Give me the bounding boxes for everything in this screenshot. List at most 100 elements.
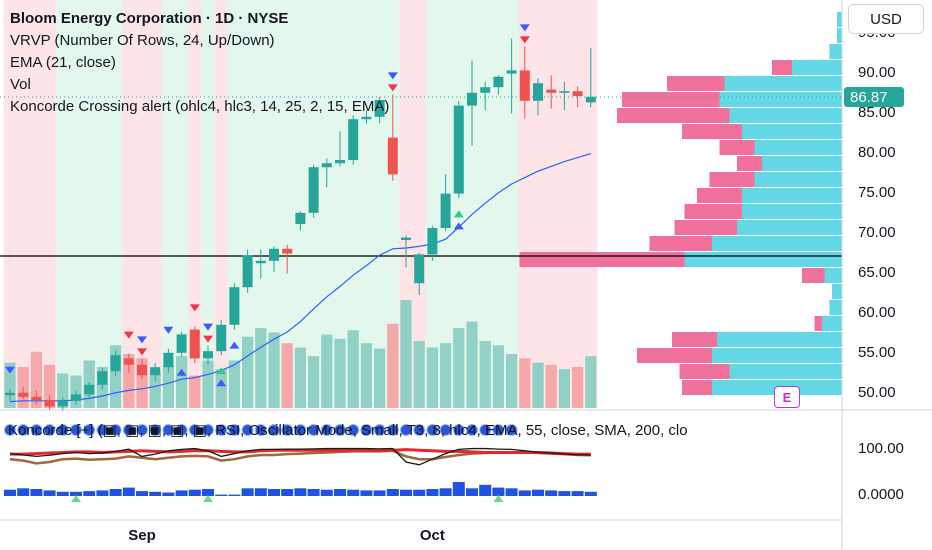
signal-down-blue-marker <box>163 326 174 334</box>
volume-profile-down-bar <box>667 76 725 91</box>
oscillator-dot <box>426 424 439 436</box>
oscillator-dot <box>43 424 56 436</box>
volume-bar <box>453 328 465 408</box>
indicator-koncorde-alert[interactable]: Koncorde Crossing alert (ohlc4, hlc3, 14… <box>10 98 390 115</box>
oscillator-dot <box>241 424 254 436</box>
volume-profile-down-bar <box>622 92 720 107</box>
candle-body <box>414 254 425 284</box>
oscillator-histogram-bar <box>136 491 148 496</box>
oscillator-dot <box>162 424 175 436</box>
oscillator-dot <box>439 424 452 436</box>
volume-profile-up-bar <box>824 268 842 283</box>
candle-body <box>480 87 491 93</box>
volume-bar <box>202 360 214 408</box>
candle-body <box>176 334 187 353</box>
oscillator-dot <box>268 424 280 436</box>
oscillator-dot <box>202 424 214 436</box>
candle-body <box>440 193 451 228</box>
volume-bar <box>374 348 386 408</box>
oscillator-histogram-bar <box>386 489 399 496</box>
oscillator-dot <box>175 424 188 436</box>
candle-body <box>97 371 108 385</box>
oscillator-histogram-bar <box>347 489 360 496</box>
candle-body <box>18 392 29 397</box>
candle-body <box>374 100 385 117</box>
volume-profile-up-bar <box>729 364 842 379</box>
oscillator-histogram-bar <box>584 491 597 496</box>
oscillator-histogram-bar <box>373 490 386 496</box>
volume-profile-down-bar <box>617 108 730 123</box>
oscillator-dot <box>122 424 135 436</box>
oscillator-dot <box>466 424 478 436</box>
volume-profile-down-bar <box>709 172 755 187</box>
volume-profile-up-bar <box>712 348 842 363</box>
oscillator-dot <box>215 424 228 436</box>
volume-bar <box>347 330 359 408</box>
signal-down-blue-marker <box>203 323 213 331</box>
oscillator-histogram-bar <box>426 489 439 496</box>
candle-body <box>321 163 332 168</box>
oscillator-histogram-bar <box>175 490 188 496</box>
oscillator-histogram-bar <box>492 487 505 496</box>
volume-profile-up-bar <box>792 60 842 75</box>
volume-profile-down-bar <box>672 332 717 347</box>
candle-body <box>255 260 266 264</box>
oscillator-up-marker <box>71 495 81 502</box>
oscillator-dot <box>400 424 412 436</box>
oscillator-histogram-bar <box>360 490 373 496</box>
oscillator-dot <box>452 424 465 436</box>
indicator-ema[interactable]: EMA (21, close) <box>10 54 116 71</box>
signal-up-blue-marker <box>216 379 227 387</box>
candle-body <box>533 83 543 101</box>
candle-body <box>71 394 81 401</box>
signal-up-green-marker <box>453 210 464 218</box>
oscillator-histogram-bar <box>571 491 584 496</box>
oscillator-black-line <box>9 447 591 466</box>
currency-button[interactable]: USD <box>848 4 924 34</box>
candle-body <box>493 76 504 88</box>
volume-profile-up-bar <box>717 332 842 347</box>
volume-bar <box>440 343 452 408</box>
volume-bar <box>466 321 478 408</box>
volume-profile-down-bar <box>649 236 712 251</box>
oscillator-histogram-bar <box>30 489 43 496</box>
symbol-title[interactable]: Bloom Energy Corporation · 1D · NYSE <box>10 10 289 27</box>
volume-profile-up-bar <box>712 236 842 251</box>
signal-down-red-marker <box>123 331 134 339</box>
volume-bar <box>4 362 16 408</box>
candle-body <box>203 351 213 359</box>
signal-up-blue-marker <box>453 222 464 230</box>
oscillator-histogram-bar <box>466 488 478 496</box>
oscillator-tick-label: 0.0000 <box>858 486 904 503</box>
indicator-vrvp[interactable]: VRVP (Number Of Rows, 24, Up/Down) <box>10 32 275 49</box>
volume-bar <box>149 371 161 408</box>
oscillator-up-marker <box>493 495 504 502</box>
signal-down-red-marker <box>519 36 530 44</box>
candle-body <box>216 324 227 352</box>
last-price-tag <box>844 87 904 108</box>
oscillator-histogram-bar <box>532 489 544 496</box>
oscillator-dot <box>307 424 320 436</box>
volume-bar <box>400 300 412 408</box>
oscillator-histogram-bar <box>558 491 571 496</box>
volume-profile-down-bar <box>519 252 685 267</box>
oscillator-dot <box>373 424 386 436</box>
volume-profile-down-bar <box>682 124 742 139</box>
volume-bar <box>492 345 504 408</box>
oscillator-dot <box>70 424 82 436</box>
price-tick-label: 60.00 <box>858 304 896 321</box>
signal-down-red-marker <box>189 304 200 312</box>
volume-profile-down-bar <box>719 140 755 155</box>
indicator-vol[interactable]: Vol <box>10 76 31 93</box>
oscillator-dot <box>17 424 30 436</box>
volume-profile-down-bar <box>697 188 742 203</box>
volume-profile-up-bar <box>742 124 842 139</box>
earnings-badge[interactable]: E <box>774 386 800 408</box>
oscillator-dot <box>254 424 267 436</box>
volume-bar <box>44 364 56 408</box>
volume-bar <box>255 328 267 408</box>
oscillator-histogram-bar <box>294 488 307 496</box>
volume-profile-up-bar <box>837 28 842 43</box>
oscillator-legend[interactable]: Koncorde [+] (▣, ▣, ▣, ▣, ▣, RSI, Oscill… <box>8 422 688 439</box>
